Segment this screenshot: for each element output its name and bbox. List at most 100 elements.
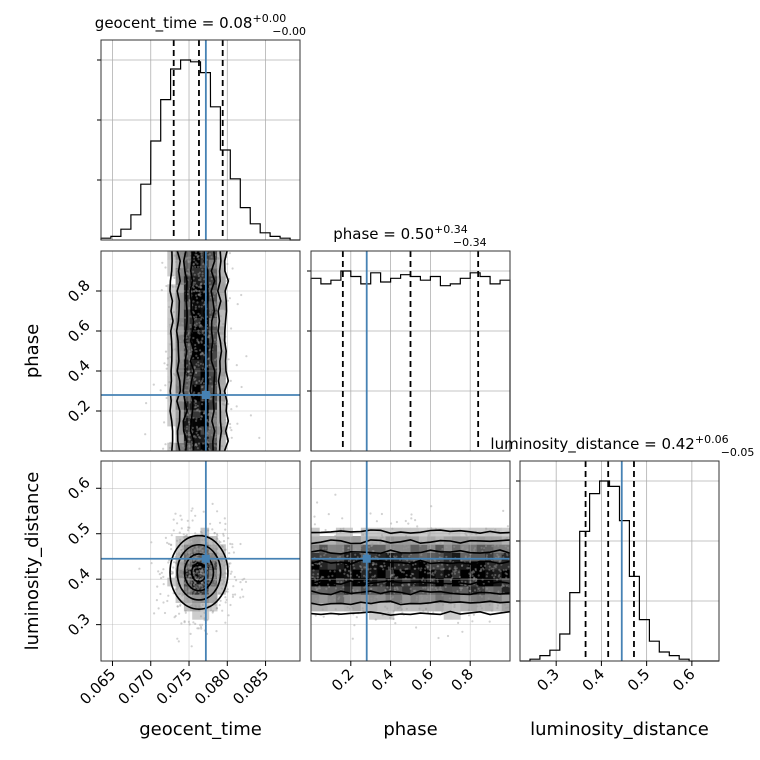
sample-point bbox=[202, 303, 205, 306]
density-cell bbox=[460, 586, 469, 595]
sample-point bbox=[178, 333, 181, 336]
sample-point bbox=[211, 541, 214, 544]
density-cell bbox=[493, 561, 503, 570]
sample-point bbox=[194, 556, 197, 559]
sample-point bbox=[453, 605, 456, 609]
density-cell bbox=[217, 251, 226, 260]
sample-point bbox=[214, 366, 217, 369]
sample-point bbox=[193, 587, 196, 590]
sample-point bbox=[174, 255, 177, 258]
sample-point bbox=[221, 544, 224, 547]
sample-point bbox=[190, 448, 193, 451]
sample-point bbox=[173, 276, 176, 279]
density-cell bbox=[208, 586, 218, 595]
sample-point bbox=[170, 548, 173, 551]
sample-point bbox=[374, 596, 377, 599]
density-cell bbox=[175, 434, 185, 443]
sample-point bbox=[369, 571, 372, 574]
sample-point bbox=[169, 441, 172, 444]
sample-point bbox=[196, 541, 199, 544]
sample-point bbox=[223, 371, 226, 374]
sample-point bbox=[216, 257, 219, 260]
sample-point bbox=[202, 549, 205, 552]
sample-point bbox=[192, 277, 195, 280]
sample-point bbox=[497, 544, 500, 547]
sample-point bbox=[450, 572, 453, 575]
frame-layer bbox=[96, 39, 720, 666]
sample-point bbox=[199, 294, 202, 297]
sample-point bbox=[457, 571, 460, 574]
sample-point bbox=[453, 567, 456, 570]
sample-point bbox=[199, 436, 202, 440]
sample-point bbox=[183, 621, 186, 624]
density-cell bbox=[200, 326, 210, 335]
density-cell bbox=[460, 569, 469, 578]
sample-point bbox=[196, 588, 199, 591]
sample-point bbox=[208, 334, 211, 337]
sample-point bbox=[439, 542, 442, 545]
density-cell bbox=[377, 586, 386, 595]
sample-point bbox=[322, 547, 325, 550]
sample-point bbox=[215, 607, 218, 610]
sample-point bbox=[177, 586, 180, 589]
sample-point bbox=[242, 595, 245, 598]
sample-point bbox=[360, 544, 363, 547]
density-cell bbox=[217, 326, 226, 335]
density-cell bbox=[192, 334, 201, 343]
sample-point bbox=[195, 294, 198, 297]
density-cell bbox=[393, 544, 403, 553]
sample-point bbox=[181, 322, 184, 325]
sample-point bbox=[408, 595, 411, 598]
density-cell bbox=[208, 342, 218, 352]
sample-point bbox=[432, 567, 435, 570]
sample-point bbox=[207, 267, 210, 270]
sample-point bbox=[464, 595, 467, 599]
sample-point bbox=[183, 282, 186, 285]
density-cell bbox=[385, 536, 395, 545]
contour-line bbox=[311, 590, 510, 596]
sample-point bbox=[404, 568, 407, 571]
grid-layer bbox=[101, 40, 719, 661]
density-cell bbox=[393, 602, 403, 612]
density-cell bbox=[369, 569, 378, 578]
sample-point bbox=[174, 285, 177, 288]
sample-point bbox=[194, 572, 198, 575]
contour-line bbox=[169, 251, 174, 451]
sample-point bbox=[392, 546, 395, 549]
sample-point bbox=[401, 555, 404, 558]
density-cell bbox=[192, 401, 201, 410]
sample-point bbox=[394, 622, 397, 625]
sample-point bbox=[380, 534, 384, 537]
density-cell bbox=[175, 552, 185, 562]
sample-point bbox=[181, 321, 184, 325]
sample-point bbox=[414, 567, 417, 570]
sample-point bbox=[189, 632, 192, 636]
sample-point bbox=[397, 563, 400, 567]
sample-point bbox=[363, 574, 366, 577]
density-cell bbox=[217, 367, 226, 377]
density-cell bbox=[460, 552, 469, 562]
density-cell bbox=[192, 434, 201, 443]
sample-point bbox=[180, 518, 183, 521]
sample-point bbox=[498, 594, 501, 597]
sample-point bbox=[184, 588, 187, 591]
sample-point bbox=[190, 441, 193, 444]
sample-point bbox=[213, 292, 216, 295]
density-cell bbox=[377, 552, 386, 562]
sample-point bbox=[203, 412, 206, 415]
y-tick-label: 0.5 bbox=[64, 519, 94, 549]
sample-point bbox=[196, 262, 199, 265]
sample-point bbox=[212, 547, 215, 550]
sample-point bbox=[193, 406, 196, 409]
sample-point bbox=[225, 421, 228, 424]
sample-point bbox=[244, 580, 248, 584]
density-cell bbox=[175, 594, 185, 603]
sample-point bbox=[166, 363, 169, 366]
density-cell bbox=[217, 392, 226, 402]
sample-point bbox=[196, 301, 199, 304]
contour-line bbox=[311, 549, 510, 555]
sample-point bbox=[431, 571, 434, 575]
sample-point bbox=[227, 358, 230, 361]
sample-point bbox=[200, 341, 203, 344]
sample-point bbox=[189, 566, 192, 570]
